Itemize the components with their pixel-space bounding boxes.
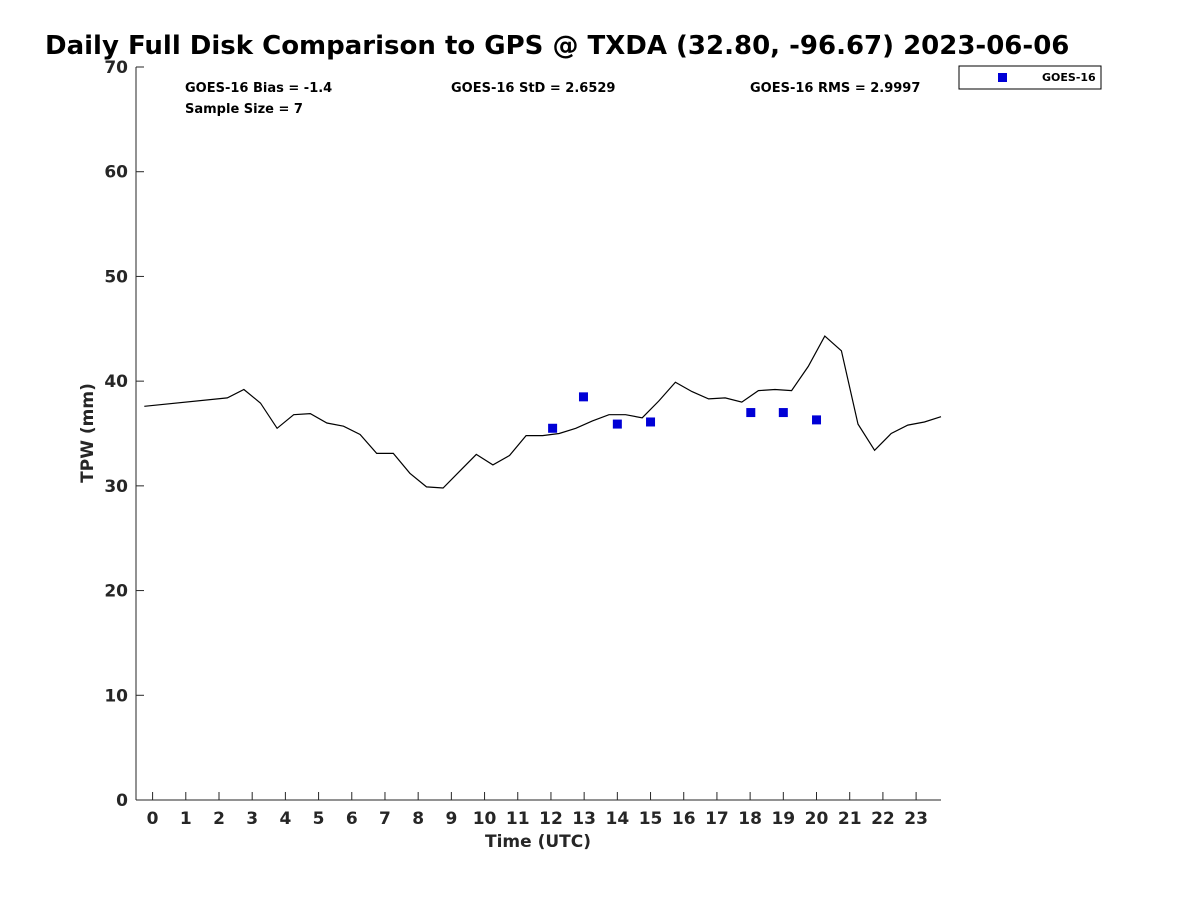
x-tick-label: 19 [771, 809, 795, 829]
y-tick-label: 0 [116, 791, 128, 811]
x-tick-label: 0 [147, 809, 159, 829]
legend: GOES-16 [958, 65, 1102, 90]
y-tick-label: 50 [104, 267, 128, 287]
y-tick-label: 40 [104, 372, 128, 392]
x-tick-label: 9 [445, 809, 457, 829]
x-tick-label: 22 [871, 809, 895, 829]
goes16-point [612, 419, 622, 429]
x-axis-label: Time (UTC) [485, 832, 591, 852]
std-stat: GOES-16 StD = 2.6529 [451, 81, 615, 96]
goes16-point [548, 423, 558, 433]
goes16-point [578, 392, 588, 402]
x-tick-label: 17 [705, 809, 729, 829]
legend-marker-goes16 [998, 73, 1007, 82]
x-tick-label: 21 [838, 809, 862, 829]
x-tick-label: 12 [539, 809, 563, 829]
x-tick-label: 13 [572, 809, 596, 829]
x-tick-label: 8 [412, 809, 424, 829]
goes16-point [812, 415, 822, 425]
x-tick-label: 7 [379, 809, 391, 829]
goes16-point [646, 417, 656, 427]
legend-label-goes16: GOES-16 [1042, 71, 1096, 84]
x-tick-label: 18 [738, 809, 762, 829]
y-axis-label: TPW (mm) [78, 383, 98, 483]
chart-title: Daily Full Disk Comparison to GPS @ TXDA… [45, 31, 1069, 61]
plot-axes: 0 1 2 3 4 5 6 7 8 9 10 11 12 13 14 15 16 17 18 19 20 21 22 2301… [104, 58, 941, 829]
plot-marks [144, 335, 942, 489]
y-tick-label: 70 [104, 58, 128, 78]
x-tick-label: 2 [213, 809, 225, 829]
sample-size-stat: Sample Size = 7 [185, 102, 303, 117]
x-tick-label: 11 [506, 809, 530, 829]
x-tick-label: 4 [279, 809, 291, 829]
gps-tpw-line [144, 335, 942, 489]
rms-stat: GOES-16 RMS = 2.9997 [750, 81, 920, 96]
bias-stat: GOES-16 Bias = -1.4 [185, 81, 332, 96]
x-tick-label: 3 [246, 809, 258, 829]
y-tick-label: 20 [104, 582, 128, 602]
goes16-point [746, 408, 756, 418]
legend-box [958, 65, 1102, 90]
y-tick-label: 10 [104, 686, 128, 706]
x-tick-label: 14 [606, 809, 630, 829]
goes16-point [778, 408, 788, 418]
x-tick-label: 20 [805, 809, 829, 829]
x-tick-label: 23 [904, 809, 928, 829]
x-tick-label: 5 [313, 809, 325, 829]
x-tick-label: 16 [672, 809, 696, 829]
y-tick-label: 60 [104, 163, 128, 183]
x-tick-label: 1 [180, 809, 192, 829]
y-tick-label: 30 [104, 477, 128, 497]
x-tick-label: 10 [473, 809, 497, 829]
x-tick-label: 15 [639, 809, 663, 829]
x-tick-label: 6 [346, 809, 358, 829]
